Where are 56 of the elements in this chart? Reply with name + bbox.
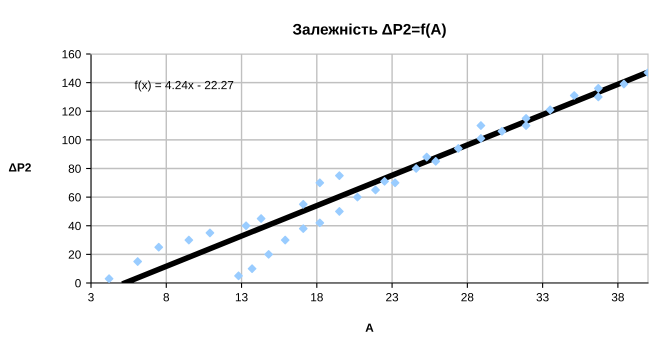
point (390, 178, 400, 188)
x-tick-label: 38 (612, 293, 624, 302)
point (206, 228, 214, 238)
point (498, 126, 506, 136)
annotation: f(x) = 4.24x - 22.27 (134, 80, 234, 92)
point (133, 257, 142, 266)
x-tick-label: 33 (536, 293, 549, 302)
point (315, 218, 324, 228)
x-tick-label: 23 (386, 293, 398, 302)
point (570, 91, 579, 100)
point (353, 192, 362, 202)
y-tick-label: 20 (68, 250, 81, 259)
point (522, 114, 530, 123)
y-tick-label: 140 (62, 78, 81, 88)
point (335, 171, 344, 180)
x-tick-label: 18 (311, 293, 323, 302)
chart-title: Залежність ΔP2=f(A) (292, 23, 446, 38)
point (620, 80, 628, 88)
point (546, 105, 555, 114)
point (264, 250, 274, 259)
point (280, 236, 290, 244)
point (412, 164, 421, 173)
y-tick-label: 100 (62, 136, 81, 144)
point (371, 186, 380, 194)
point (476, 134, 486, 143)
point (431, 156, 440, 166)
point (104, 274, 114, 283)
y-tick-label: 120 (62, 107, 81, 116)
y-axis-title: ΔP2 (8, 163, 31, 172)
x-tick-label: 28 (461, 293, 474, 302)
y-tick-label: 0 (75, 279, 81, 288)
point (522, 121, 530, 130)
x-tick-label: 3 (88, 293, 94, 302)
x-tick-label: 13 (236, 293, 248, 302)
point (242, 221, 250, 230)
y-tick-label: 60 (68, 193, 81, 202)
point (454, 144, 463, 153)
point (315, 178, 324, 188)
point (248, 264, 256, 274)
x-tick-label: 8 (164, 293, 170, 302)
point (422, 152, 432, 162)
x-axis-title: A (366, 324, 374, 332)
point (184, 236, 194, 244)
point (380, 177, 389, 186)
y-tick-label: 160 (62, 50, 81, 58)
point (298, 224, 308, 233)
point (594, 92, 603, 102)
point (476, 121, 486, 130)
point (335, 207, 344, 216)
point (594, 84, 603, 93)
point (256, 214, 266, 223)
point (154, 242, 164, 252)
point (234, 271, 243, 280)
point (298, 200, 308, 209)
y-tick-label: 40 (68, 222, 81, 230)
y-tick-label: 80 (68, 164, 81, 173)
